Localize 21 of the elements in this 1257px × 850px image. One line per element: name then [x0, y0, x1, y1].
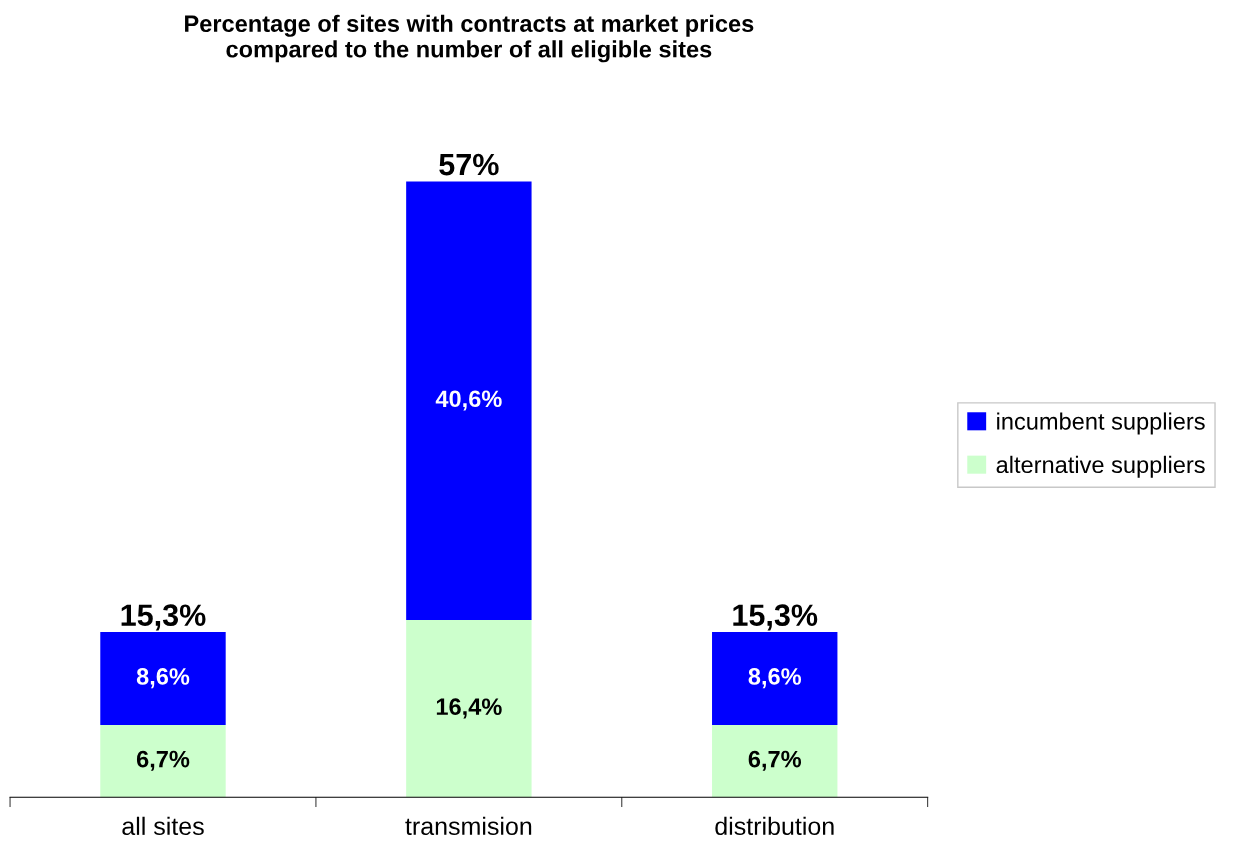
bar [712, 724, 838, 798]
x-tick-label: all sites [122, 816, 204, 836]
bar [100, 631, 226, 725]
chart-title: Percentage of sites with contracts at market prices compared to the number of all eligible sites [185, 14, 754, 63]
data-label: 40,6% [435, 390, 502, 411]
total-label: 15,3% [733, 604, 818, 631]
total-label: 15,3% [121, 604, 206, 631]
bar [406, 620, 532, 798]
data-label: 8,6% [748, 668, 802, 689]
bar [712, 631, 838, 725]
data-label: 6,7% [136, 750, 190, 771]
data-label: 8,6% [136, 668, 190, 689]
bar [100, 724, 226, 798]
legend-label: alternative suppliers [996, 455, 1205, 478]
x-tick-label: transmision [405, 816, 532, 836]
bar [406, 181, 532, 621]
total-label: 57% [439, 153, 499, 176]
legend-label: incumbent suppliers [997, 412, 1205, 435]
data-label: 16,4% [436, 698, 502, 719]
x-tick-label: distribution [715, 816, 834, 836]
data-label: 6,7% [748, 750, 802, 771]
